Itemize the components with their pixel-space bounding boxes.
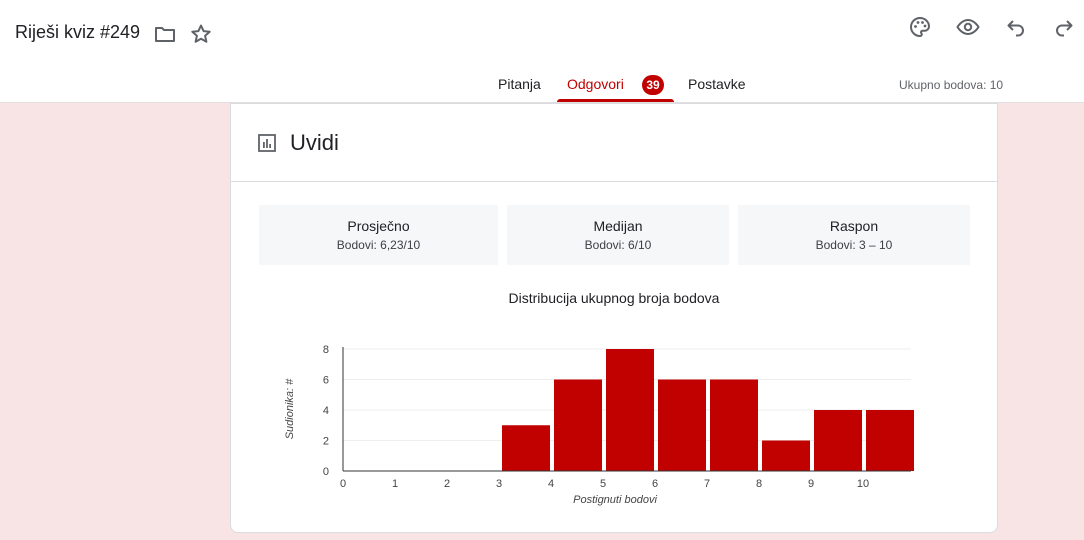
- undo-icon[interactable]: [1004, 15, 1028, 39]
- y-tick-label: 8: [323, 344, 329, 356]
- stat-median-value: Bodovi: 6/10: [584, 238, 652, 252]
- x-tick-label: 1: [392, 478, 398, 490]
- redo-icon[interactable]: [1052, 15, 1076, 39]
- y-tick-label: 2: [323, 436, 329, 448]
- bar-5: [606, 349, 654, 471]
- insights-chart-icon: [257, 133, 277, 153]
- stat-range-label: Raspon: [829, 218, 879, 234]
- total-points-label: Ukupno bodova: 10: [899, 78, 1004, 92]
- top-bar: Riješi kviz #249 Pitanja Odgovori 39 Pos…: [0, 0, 1084, 103]
- x-axis-label: Postignuti bodovi: [573, 494, 657, 506]
- x-tick-label: 4: [548, 478, 554, 490]
- palette-icon[interactable]: [908, 15, 932, 39]
- bar-9: [814, 410, 862, 471]
- star-icon[interactable]: [189, 22, 213, 46]
- chart-title: Distribucija ukupnog broja bodova: [508, 290, 720, 306]
- active-tab-indicator: [557, 99, 674, 102]
- x-tick-label: 10: [857, 478, 869, 490]
- folder-icon[interactable]: [153, 22, 177, 46]
- responses-count-badge: 39: [642, 75, 664, 95]
- stat-range: Raspon Bodovi: 3 – 10: [738, 205, 970, 265]
- stat-average-label: Prosječno: [347, 218, 410, 234]
- stat-average: Prosječno Bodovi: 6,23/10: [259, 205, 498, 265]
- x-tick-label: 0: [340, 478, 346, 490]
- form-title[interactable]: Riješi kviz #249: [15, 22, 141, 42]
- bar-7: [710, 379, 758, 471]
- bar-6: [658, 379, 706, 471]
- y-tick-label: 6: [323, 375, 329, 387]
- x-tick-label: 5: [600, 478, 606, 490]
- y-axis-label: Sudionika: #: [284, 378, 296, 439]
- preview-eye-icon[interactable]: [956, 15, 980, 39]
- x-tick-label: 8: [756, 478, 762, 490]
- bar-3: [502, 425, 550, 471]
- bar-8: [762, 440, 810, 471]
- x-tick-label: 7: [704, 478, 710, 490]
- stat-median-label: Medijan: [593, 218, 643, 234]
- tab-settings[interactable]: Postavke: [688, 76, 746, 92]
- score-distribution-chart: 0 2 4 6 8 0 1 2 3 4 5 6 7 8 9 10 Postignuti bodovi Sudion…: [284, 344, 914, 506]
- x-tick-label: 2: [444, 478, 450, 490]
- stat-median: Medijan Bodovi: 6/10: [507, 205, 729, 265]
- insights-title: Uvidi: [290, 130, 339, 155]
- bar-4: [554, 379, 602, 471]
- stat-average-value: Bodovi: 6,23/10: [336, 238, 421, 252]
- insights-card: Uvidi Prosječno Bodovi: 6,23/10 Medijan …: [230, 103, 998, 533]
- bar-10: [866, 410, 914, 471]
- insights-header: Uvidi: [231, 104, 997, 182]
- stat-range-value: Bodovi: 3 – 10: [815, 238, 893, 252]
- x-tick-label: 3: [496, 478, 502, 490]
- tab-questions[interactable]: Pitanja: [498, 76, 541, 92]
- x-tick-label: 6: [652, 478, 658, 490]
- y-tick-label: 4: [323, 405, 329, 417]
- tab-responses[interactable]: Odgovori: [567, 76, 624, 92]
- y-tick-label: 0: [323, 466, 329, 478]
- x-tick-label: 9: [808, 478, 814, 490]
